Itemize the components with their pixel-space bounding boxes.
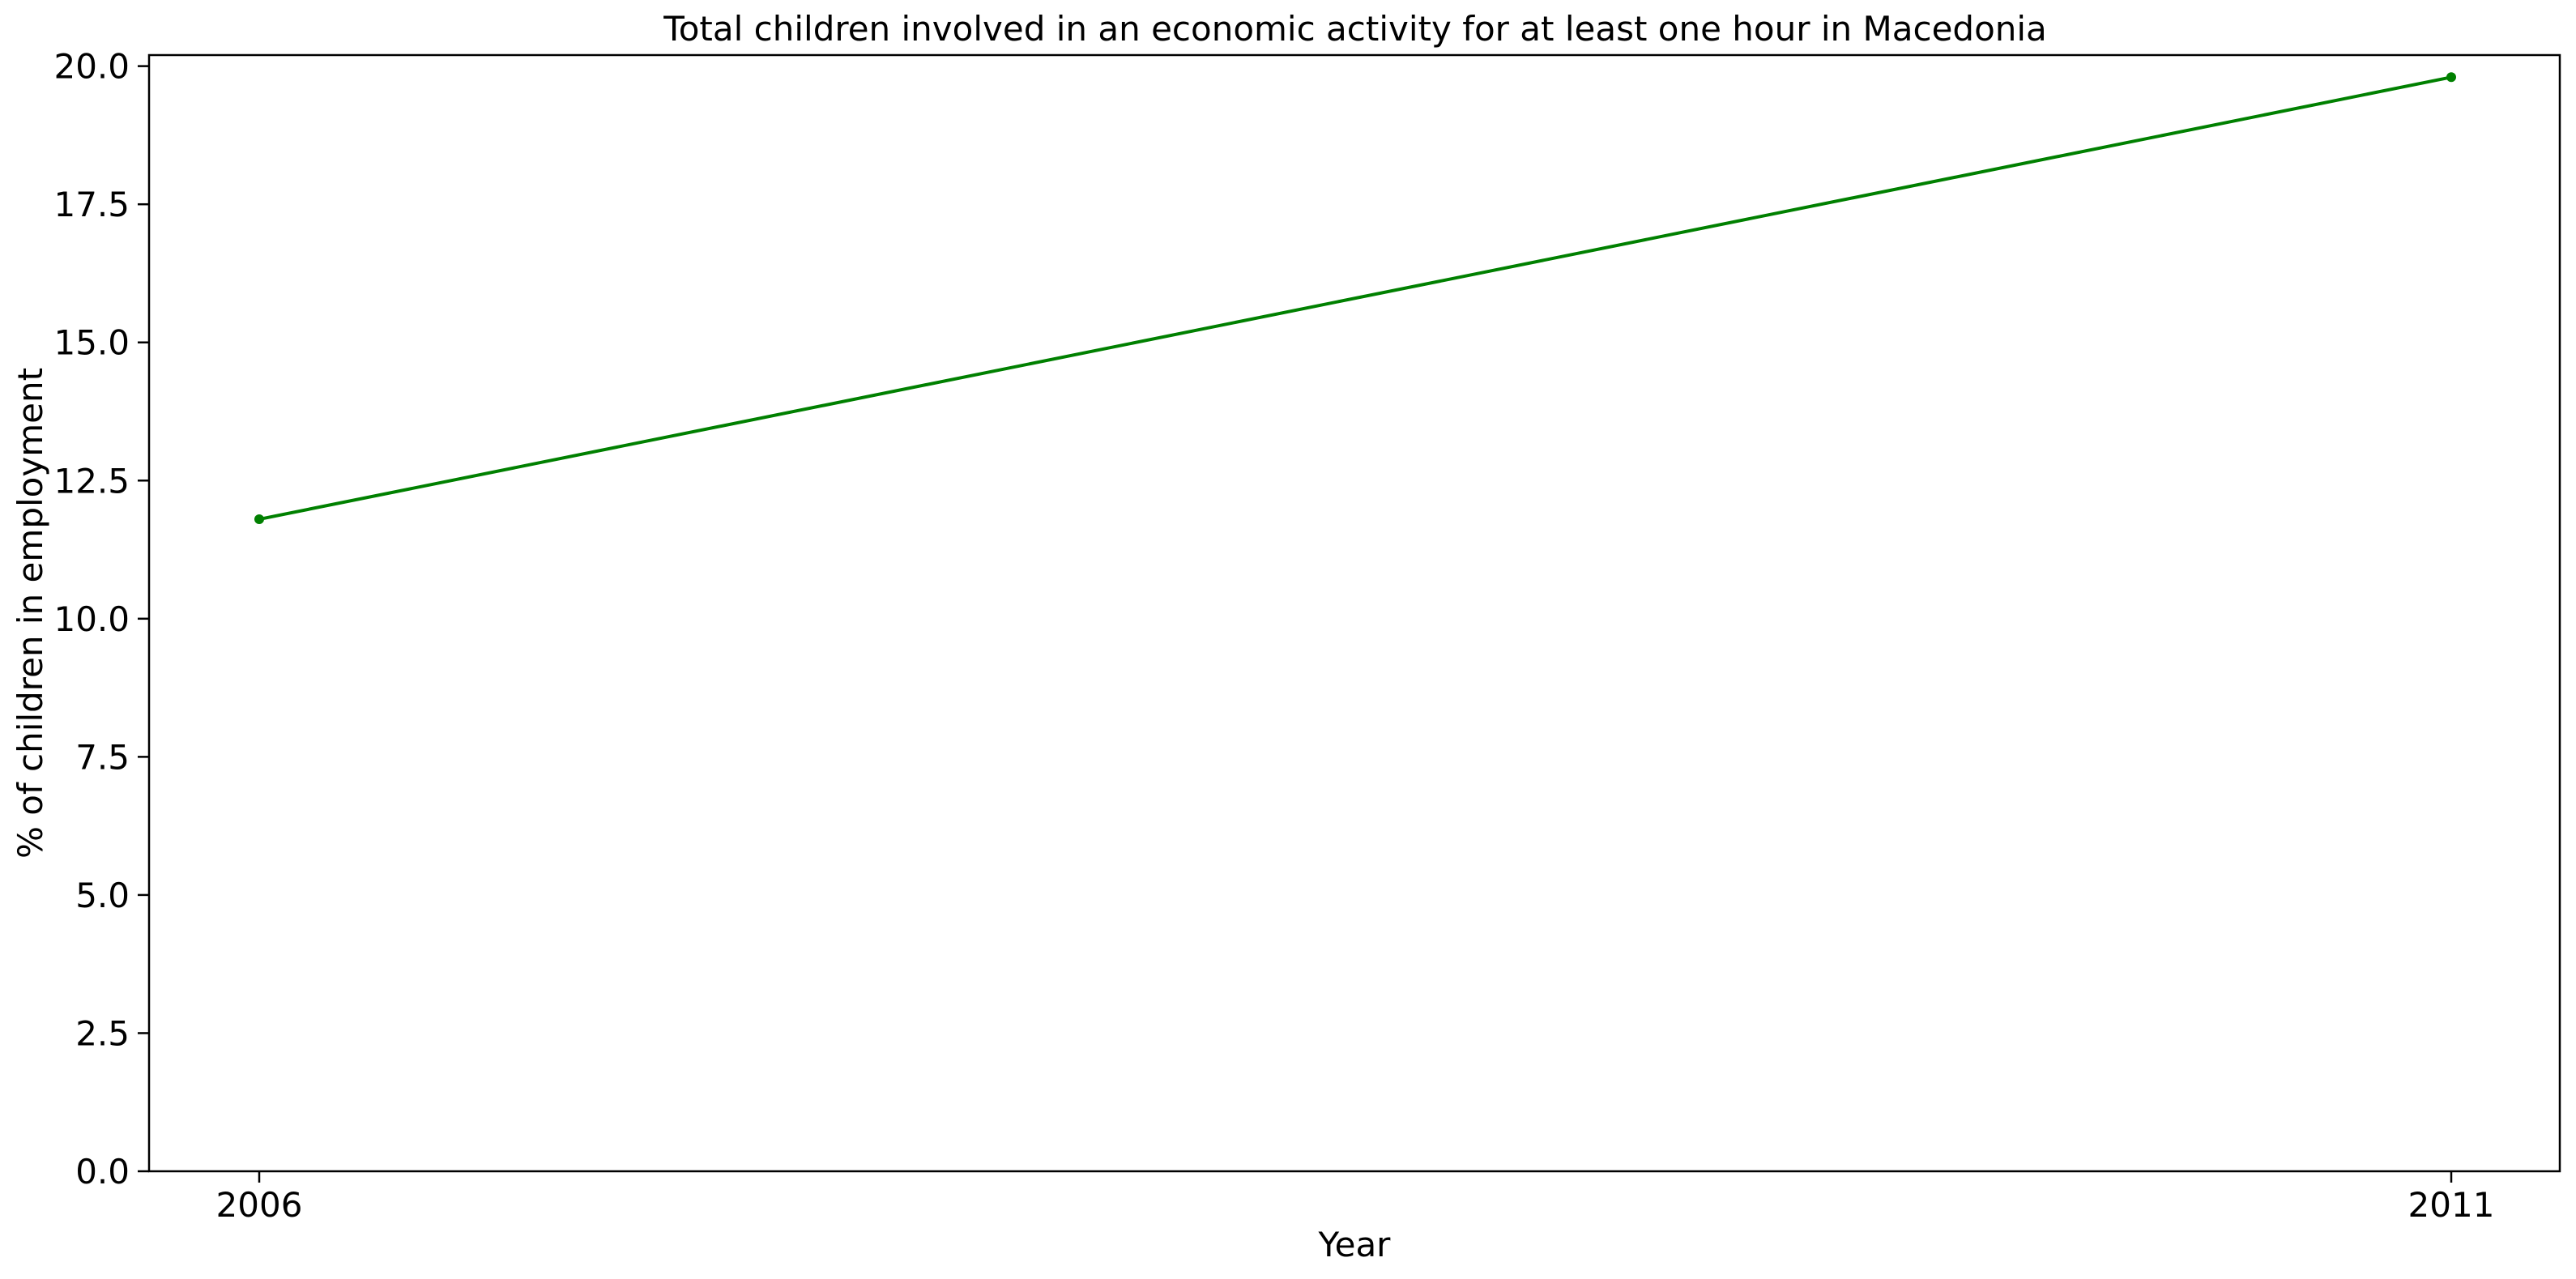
x-tick-label: 2011 [2408, 1185, 2495, 1225]
data-point [2446, 72, 2456, 83]
y-tick-label: 7.5 [75, 737, 130, 777]
series-layer [254, 72, 2456, 525]
chart-title: Total children involved in an economic a… [663, 9, 2047, 49]
y-tick-label: 2.5 [75, 1013, 130, 1053]
y-tick-label: 0.0 [75, 1152, 130, 1192]
data-point [254, 514, 264, 525]
y-tick-label: 12.5 [53, 461, 130, 501]
series-line [258, 75, 2452, 521]
x-axis-label: Year [1318, 1225, 1392, 1264]
y-tick-label: 10.0 [53, 599, 130, 639]
plot-area: 0.0 2.5 5.0 7.5 10.0 12.5 15.0 17.5 20.0 2006 201… [53, 47, 2561, 1225]
y-tick-label: 20.0 [53, 47, 130, 87]
y-tick-label: 15.0 [53, 323, 130, 363]
x-axis: 2006 2011 [216, 1171, 2495, 1225]
y-tick-label: 5.0 [75, 876, 130, 915]
y-axis: 0.0 2.5 5.0 7.5 10.0 12.5 15.0 17.5 20.0 [53, 47, 149, 1192]
y-tick-label: 17.5 [53, 185, 130, 224]
plot-frame [147, 53, 2561, 1173]
x-tick-label: 2006 [216, 1185, 303, 1225]
y-axis-label: % of children in employment [11, 368, 50, 859]
